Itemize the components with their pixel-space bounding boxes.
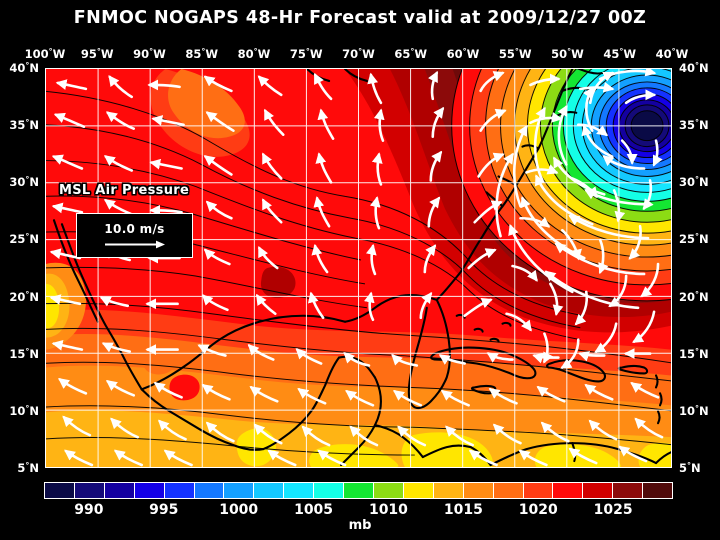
colorbar-tick-label: 1000 bbox=[219, 502, 259, 518]
lat-tick-label-right: 35°N bbox=[679, 117, 709, 132]
colorbar-swatch[interactable] bbox=[164, 483, 195, 498]
field-label: MSL Air Pressure bbox=[59, 183, 190, 198]
lat-tick-label-left: 15°N bbox=[9, 346, 39, 361]
colorbar-swatch[interactable] bbox=[104, 483, 135, 498]
colorbar-swatch[interactable] bbox=[373, 483, 404, 498]
colorbar-swatch[interactable] bbox=[433, 483, 464, 498]
lon-tick-label: 80°W bbox=[237, 47, 271, 61]
colorbar-tick-label: 1005 bbox=[294, 502, 334, 518]
lon-tick-label: 90°W bbox=[133, 47, 166, 61]
arrow-right-icon bbox=[104, 240, 165, 248]
lat-tick-label-right: 15°N bbox=[679, 346, 709, 361]
lat-tick-label-right: 5°N bbox=[679, 460, 701, 475]
colorbar-swatch[interactable] bbox=[254, 483, 285, 498]
lat-tick-label-left: 30°N bbox=[9, 175, 39, 190]
page-title: FNMOC NOGAPS 48-Hr Forecast valid at 200… bbox=[73, 8, 647, 28]
lat-tick-label-right: 30°N bbox=[679, 175, 709, 190]
colorbar-swatch[interactable] bbox=[553, 483, 584, 498]
lat-tick-label-right: 20°N bbox=[679, 289, 709, 304]
colorbar-swatch[interactable] bbox=[314, 483, 345, 498]
colorbar-tick-label: 1025 bbox=[593, 502, 633, 518]
lon-tick-label: 45°W bbox=[603, 47, 637, 61]
pressure-field-plot bbox=[46, 69, 671, 467]
colorbar-swatch[interactable] bbox=[224, 483, 255, 498]
colorbar-tick-label: 995 bbox=[149, 502, 179, 518]
colorbar-swatch[interactable] bbox=[74, 483, 105, 498]
colorbar-swatch[interactable] bbox=[284, 483, 315, 498]
colorbar-swatch[interactable] bbox=[463, 483, 494, 498]
lon-tick-label: 55°W bbox=[498, 47, 532, 61]
wind-vector-layer bbox=[49, 69, 664, 467]
lat-tick-label-left: 35°N bbox=[9, 117, 39, 132]
lat-tick-label-right: 25°N bbox=[679, 232, 709, 247]
lon-tick-label: 70°W bbox=[342, 47, 375, 61]
colorbar-unit-label: mb bbox=[348, 518, 372, 533]
pressure-colorbar[interactable] bbox=[44, 482, 673, 499]
colorbar-swatch[interactable] bbox=[613, 483, 644, 498]
vector-scale-key: 10.0 m/s bbox=[76, 213, 193, 258]
lon-tick-label: 100°W bbox=[24, 47, 66, 61]
lon-tick-label: 65°W bbox=[394, 47, 428, 61]
colorbar-swatch[interactable] bbox=[643, 483, 673, 498]
lat-tick-label-right: 10°N bbox=[679, 403, 709, 418]
lat-tick-label-left: 5°N bbox=[17, 460, 39, 475]
lat-tick-label-left: 10°N bbox=[9, 403, 39, 418]
lon-tick-label: 75°W bbox=[289, 47, 323, 61]
lat-tick-label-left: 40°N bbox=[9, 60, 39, 75]
lon-tick-label: 50°W bbox=[551, 47, 584, 61]
colorbar-tick-label: 1020 bbox=[518, 502, 558, 518]
lon-tick-label: 40°W bbox=[655, 47, 689, 61]
colorbar-tick-label: 990 bbox=[74, 502, 104, 518]
map-panel[interactable]: MSL Air Pressure 10.0 m/s bbox=[45, 68, 672, 468]
colorbar-swatch[interactable] bbox=[493, 483, 524, 498]
lat-tick-label-left: 25°N bbox=[9, 232, 39, 247]
colorbar-swatch[interactable] bbox=[583, 483, 614, 498]
lat-tick-label-left: 20°N bbox=[9, 289, 39, 304]
lon-tick-label: 60°W bbox=[446, 47, 480, 61]
lon-tick-label: 85°W bbox=[185, 47, 219, 61]
colorbar-swatch[interactable] bbox=[45, 483, 75, 498]
colorbar-swatch[interactable] bbox=[194, 483, 225, 498]
graticule-layer bbox=[46, 69, 671, 467]
colorbar-tick-label: 1010 bbox=[368, 502, 408, 518]
lon-tick-label: 95°W bbox=[80, 47, 114, 61]
colorbar-swatch[interactable] bbox=[134, 483, 165, 498]
colorbar-swatch[interactable] bbox=[523, 483, 554, 498]
vector-key-label: 10.0 m/s bbox=[104, 221, 165, 236]
lat-tick-label-right: 40°N bbox=[679, 60, 709, 75]
colorbar-swatch[interactable] bbox=[344, 483, 374, 498]
colorbar-swatch[interactable] bbox=[403, 483, 434, 498]
colorbar-tick-label: 1015 bbox=[443, 502, 483, 518]
